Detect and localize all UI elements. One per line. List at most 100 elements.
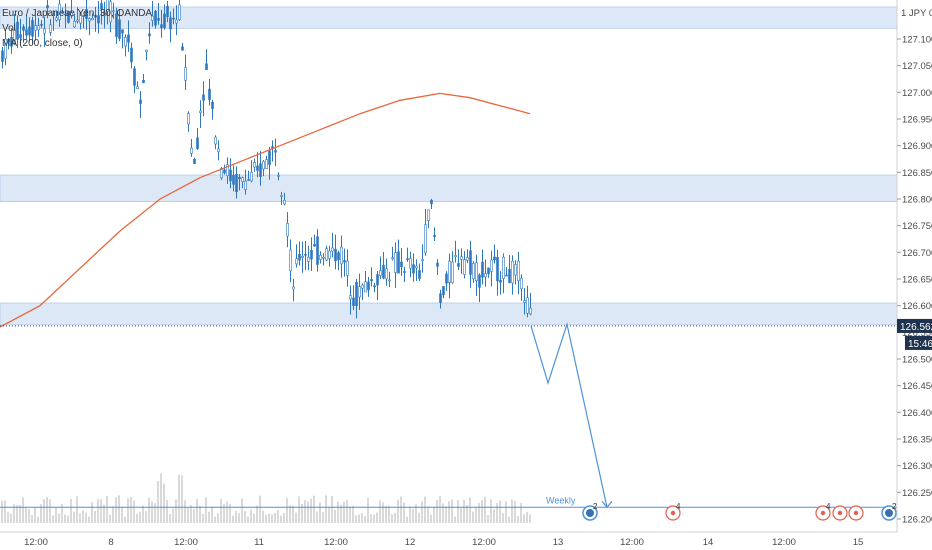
candle-body: [421, 259, 424, 262]
volume-bar: [202, 514, 204, 523]
candle-body: [406, 258, 409, 261]
volume-legend[interactable]: Vol: [2, 23, 16, 34]
volume-bar: [457, 500, 459, 523]
candle-body: [367, 281, 370, 291]
volume-bar: [355, 515, 357, 523]
candle-body: [448, 260, 451, 283]
volume-bar: [94, 510, 96, 523]
candle-body: [499, 280, 502, 283]
candle-body: [136, 86, 139, 89]
candle-body: [487, 267, 490, 275]
volume-bar: [418, 512, 420, 523]
event-marker[interactable]: 4: [665, 502, 681, 521]
event-marker[interactable]: [832, 505, 848, 521]
candle-body: [148, 33, 151, 37]
candle-body: [295, 258, 298, 265]
candle-body: [211, 101, 214, 109]
volume-bar: [388, 505, 390, 523]
candle-body: [238, 176, 241, 180]
y-tick-label: 126.950: [902, 115, 932, 126]
candle-body: [19, 34, 22, 39]
volume-bar: [145, 511, 147, 523]
volume-bar: [79, 513, 81, 523]
price-axis[interactable]: 127.100 127.050 127.000 126.950 126.900 126.8…: [897, 35, 932, 526]
candle-body: [67, 10, 70, 23]
volume-bar: [286, 498, 288, 523]
y-tick-label: 126.300: [902, 461, 932, 472]
volume-bar: [247, 516, 249, 523]
volume-bar: [40, 504, 42, 523]
volume-bar: [121, 506, 123, 523]
candle-body: [511, 260, 514, 284]
candle-body: [442, 286, 445, 296]
candle-body: [265, 159, 268, 169]
event-count: 2: [593, 502, 598, 511]
candle-body: [424, 224, 427, 254]
volume-bar: [436, 499, 438, 523]
candle-body: [382, 264, 385, 279]
volume-bar: [472, 511, 474, 523]
candle-body: [472, 262, 475, 280]
volume-bar: [181, 475, 183, 523]
volume-bar: [82, 510, 84, 523]
candle-body: [226, 164, 229, 176]
event-marker[interactable]: 2: [881, 502, 897, 521]
volume-bar: [259, 495, 261, 523]
event-marker[interactable]: 4: [815, 502, 831, 521]
volume-bar: [358, 514, 360, 523]
volume-bar: [499, 500, 501, 523]
event-marker[interactable]: 2: [582, 502, 598, 521]
volume-bar: [433, 506, 435, 523]
x-tick-label: 8: [108, 537, 113, 548]
volume-bar: [73, 511, 75, 523]
volume-bar: [412, 508, 414, 523]
candle-body: [43, 28, 46, 34]
candle-body: [115, 13, 118, 37]
volume-bar: [127, 498, 129, 523]
candle-body: [280, 195, 283, 197]
y-tick-label: 126.600: [902, 301, 932, 312]
volume-bar: [37, 516, 39, 523]
candle-body: [91, 17, 94, 21]
volume-bar: [193, 508, 195, 523]
volume-bar: [496, 502, 498, 523]
volume-bar: [178, 474, 180, 523]
ma-legend[interactable]: MA (200, close, 0): [2, 38, 83, 49]
candle-body: [310, 250, 313, 260]
volume-bar: [10, 513, 12, 523]
volume-bar: [502, 513, 504, 523]
y-tick-label: 127.050: [902, 61, 932, 72]
candle-body: [322, 257, 325, 259]
zone-1: [0, 174, 898, 202]
symbol-title[interactable]: Euro / Japanese Yen, 30, OANDA: [2, 8, 153, 19]
candle-body: [40, 24, 43, 26]
event-marker[interactable]: [848, 505, 864, 521]
volume-bar: [481, 499, 483, 523]
y-tick-label: 126.900: [902, 141, 932, 152]
candle-body: [1, 50, 4, 62]
candle-body: [64, 13, 67, 16]
time-axis[interactable]: 12:00 8 12:00 11 12:00 12 12:00 13 12:00 14 12:00 1…: [24, 537, 863, 548]
candle-body: [124, 36, 127, 47]
candle-body: [151, 15, 154, 21]
volume-bar: [514, 500, 516, 523]
candle-body: [430, 199, 433, 205]
volume-bar: [184, 500, 186, 523]
candle-body: [187, 113, 190, 125]
volume-bar: [397, 499, 399, 523]
candle-body: [172, 17, 175, 20]
volume-bar: [331, 496, 333, 523]
candle-body: [217, 148, 220, 153]
candle-body: [325, 248, 328, 261]
candle-body: [79, 13, 82, 24]
volume-bar: [46, 497, 48, 523]
volume-bar: [463, 499, 465, 523]
candle-body: [319, 254, 322, 260]
candle-body: [397, 251, 400, 274]
volume-bar: [526, 512, 528, 523]
volume-bar: [361, 512, 363, 523]
candle-body: [301, 255, 304, 258]
candle-body: [85, 9, 88, 19]
candle-body: [517, 260, 520, 281]
